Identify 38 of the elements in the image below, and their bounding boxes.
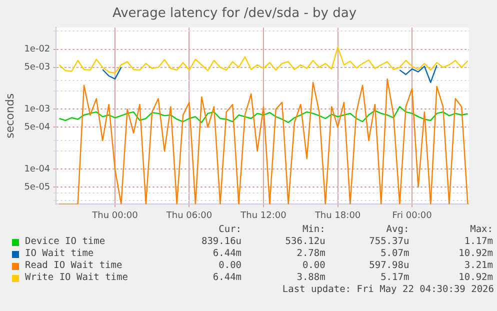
- legend-label: Write IO Wait time: [25, 272, 128, 284]
- text: 2.78m: [296, 248, 326, 260]
- text: 3.88m: [296, 272, 326, 284]
- text: 0.00: [218, 260, 242, 272]
- text: 755.37u: [368, 236, 410, 248]
- text: 10.92m: [458, 248, 493, 260]
- y-tick-label: 1e-03: [24, 104, 50, 115]
- text: 10.92m: [458, 272, 493, 284]
- text: Cur:: [218, 224, 242, 236]
- text: 536.12u: [284, 236, 326, 248]
- x-tick-label: Thu 06:00: [165, 210, 212, 221]
- x-tick-label: Thu 18:00: [314, 210, 361, 221]
- chart-title: Average latency for /dev/sda - by day: [112, 6, 357, 22]
- text: 3.21m: [463, 260, 493, 272]
- text: Avg:: [385, 224, 410, 236]
- y-axis-title: seconds: [3, 93, 16, 138]
- legend-label: Device IO time: [25, 236, 106, 248]
- text: 0.00: [301, 260, 326, 272]
- legend-label: Read IO Wait time: [25, 260, 122, 272]
- text: 597.98u: [368, 260, 410, 272]
- x-tick-label: Fri 00:00: [392, 210, 432, 221]
- text: 5.17m: [380, 272, 410, 284]
- y-tick-label: 5e-03: [24, 62, 50, 73]
- text: 839.16u: [200, 236, 242, 248]
- text: 6.44m: [212, 272, 242, 284]
- text: 5.07m: [380, 248, 410, 260]
- x-tick-label: Thu 00:00: [91, 210, 138, 221]
- y-tick-label: 1e-02: [24, 44, 50, 55]
- text: Max:: [469, 224, 493, 236]
- x-tick-label: Thu 12:00: [240, 210, 287, 221]
- y-tick-label: 5e-05: [24, 182, 50, 193]
- text: Min:: [301, 224, 326, 236]
- y-tick-label: 1e-04: [24, 164, 50, 174]
- text: Last update: Fri May 22 04:30:39 2026: [281, 284, 494, 296]
- text: 6.44m: [212, 248, 242, 260]
- text: 1.17m: [463, 236, 493, 248]
- y-tick-label: 5e-04: [24, 122, 50, 133]
- legend-label: IO Wait time: [25, 248, 94, 260]
